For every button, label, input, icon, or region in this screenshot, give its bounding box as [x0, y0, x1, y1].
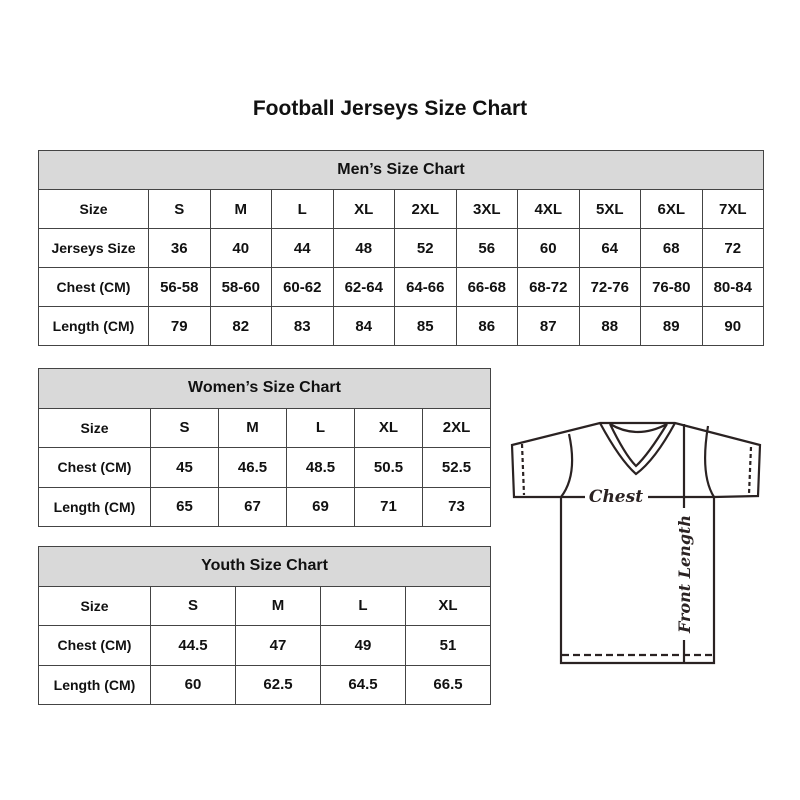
sleeve-hems [520, 443, 753, 496]
table-cell: 45 [150, 447, 219, 488]
collar [599, 422, 676, 476]
table-cell: 67 [218, 486, 287, 527]
mens-size-table: Men’s Size Chart Size S M L XL 2XL 3XL 4XL 5XL 6XL… [38, 150, 764, 346]
table-row: Length (CM) 79 82 83 84 85 86 87 88 89 90 [38, 306, 764, 346]
table-cell: 48 [332, 228, 395, 268]
table-cell: S [150, 585, 236, 626]
table-cell: 52.5 [422, 447, 491, 488]
table-title: Youth Size Chart [38, 546, 491, 587]
table-cell: 64.5 [320, 664, 406, 705]
table-title: Men’s Size Chart [38, 150, 764, 190]
table-cell: 40 [209, 228, 272, 268]
table-cell: 60 [150, 664, 236, 705]
table-cell: XL [332, 189, 395, 229]
table-row: Length (CM) 60 62.5 64.5 66.5 [38, 664, 491, 705]
table-row: Chest (CM) 45 46.5 48.5 50.5 52.5 [38, 447, 491, 488]
row-label: Size [38, 585, 151, 626]
table-title: Women’s Size Chart [38, 368, 491, 409]
table-cell: L [286, 407, 355, 448]
youth-size-table: Youth Size Chart Size S M L XL Chest (CM) 44.5 4… [38, 546, 491, 705]
womens-size-table: Women’s Size Chart Size S M L XL 2XL Chest (CM)… [38, 368, 491, 527]
table-cell: 87 [517, 306, 580, 346]
table-cell: 60-62 [271, 267, 334, 307]
table-cell: 68 [640, 228, 703, 268]
jersey-outline [510, 421, 762, 665]
row-label: Jerseys Size [38, 228, 149, 268]
front-length-label: Front Length [675, 515, 694, 634]
table-cell: 65 [150, 486, 219, 527]
table-cell: 71 [354, 486, 423, 527]
table-row: Size S M L XL 2XL [38, 407, 491, 448]
table-row: Size S M L XL [38, 585, 491, 626]
table-cell: 66.5 [405, 664, 491, 705]
table-row: Jerseys Size 36 40 44 48 52 56 60 64 68 72 [38, 228, 764, 268]
table-cell: 50.5 [354, 447, 423, 488]
table-cell: 62.5 [235, 664, 321, 705]
chest-label: Chest [589, 487, 643, 507]
table-cell: 86 [455, 306, 518, 346]
table-cell: 56-58 [148, 267, 211, 307]
table-cell: 62-64 [332, 267, 395, 307]
table-cell: XL [354, 407, 423, 448]
table-cell: 5XL [578, 189, 641, 229]
table-cell: 80-84 [701, 267, 764, 307]
table-cell: 84 [332, 306, 395, 346]
table-cell: 51 [405, 625, 491, 666]
table-cell: 68-72 [517, 267, 580, 307]
table-row: Chest (CM) 44.5 47 49 51 [38, 625, 491, 666]
table-cell: 69 [286, 486, 355, 527]
table-row: Length (CM) 65 67 69 71 73 [38, 486, 491, 527]
table-cell: 36 [148, 228, 211, 268]
row-label: Length (CM) [38, 306, 149, 346]
table-cell: 88 [578, 306, 641, 346]
table-cell: 6XL [640, 189, 703, 229]
page-title: Football Jerseys Size Chart [252, 97, 528, 120]
table-cell: 2XL [422, 407, 491, 448]
table-cell: 47 [235, 625, 321, 666]
armholes [560, 425, 715, 498]
table-cell: 66-68 [455, 267, 518, 307]
table-cell: 60 [517, 228, 580, 268]
table-cell: 79 [148, 306, 211, 346]
table-cell: 44 [271, 228, 334, 268]
table-cell: 44.5 [150, 625, 236, 666]
row-label: Chest (CM) [38, 447, 151, 488]
table-cell: M [235, 585, 321, 626]
table-cell: 7XL [701, 189, 764, 229]
table-cell: XL [405, 585, 491, 626]
table-cell: M [218, 407, 287, 448]
table-cell: 49 [320, 625, 406, 666]
table-cell: 72-76 [578, 267, 641, 307]
row-label: Size [38, 407, 151, 448]
table-cell: 48.5 [286, 447, 355, 488]
table-cell: 76-80 [640, 267, 703, 307]
table-cell: 85 [394, 306, 457, 346]
table-cell: L [320, 585, 406, 626]
row-label: Chest (CM) [38, 625, 151, 666]
table-cell: 73 [422, 486, 491, 527]
table-row: Size S M L XL 2XL 3XL 4XL 5XL 6XL 7XL [38, 189, 764, 229]
table-cell: 82 [209, 306, 272, 346]
table-cell: L [271, 189, 334, 229]
table-cell: 90 [701, 306, 764, 346]
row-label: Length (CM) [38, 486, 151, 527]
row-label: Size [38, 189, 149, 229]
